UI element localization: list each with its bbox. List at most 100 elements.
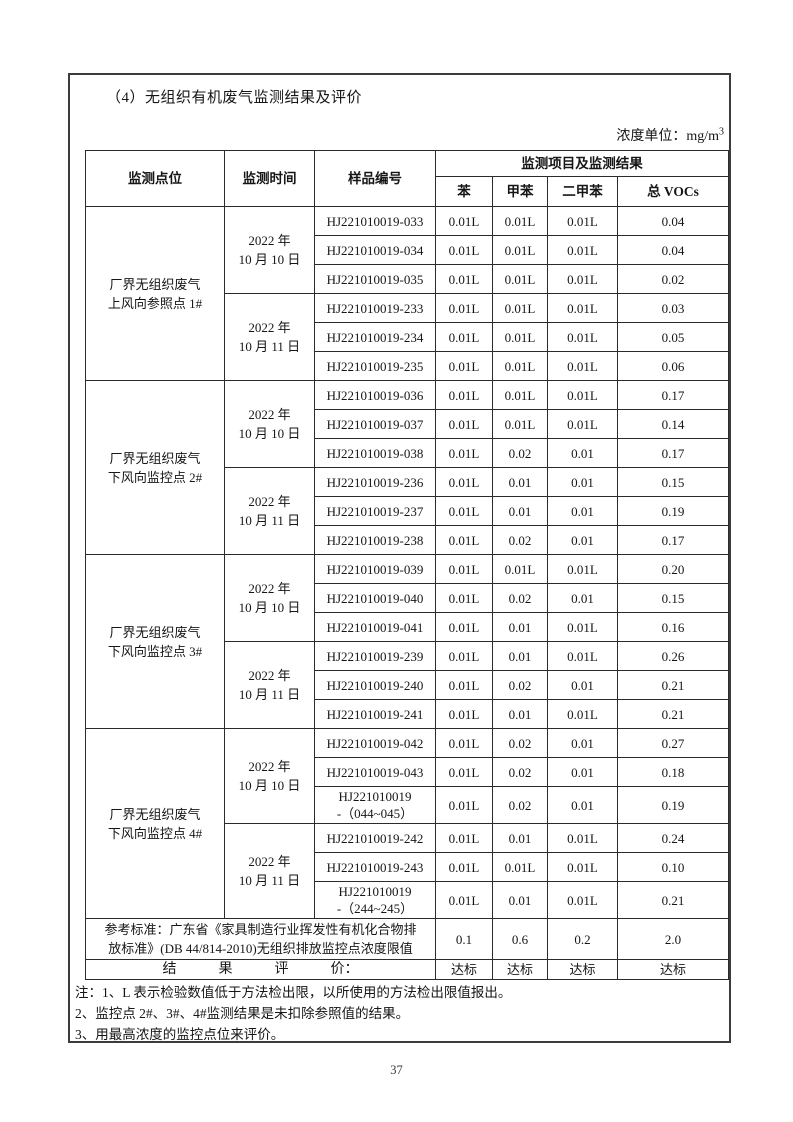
value-cell: 0.01L	[547, 235, 618, 265]
results-group-header: 监测项目及监测结果	[435, 150, 729, 177]
value-cell: 0.16	[617, 612, 729, 642]
sample-cell: HJ221010019-234	[314, 322, 436, 352]
value-cell: 0.01L	[492, 206, 548, 236]
value-cell: 0.21	[617, 881, 729, 919]
reference-label-line2: 放标准》(DB 44/814-2010)无组织排放监控点浓度限值	[108, 941, 413, 956]
sample-cell: HJ221010019-236	[314, 467, 436, 497]
value-cell: 0.01L	[435, 322, 493, 352]
value-cell: 0.02	[492, 728, 548, 758]
table-row: HJ221010019-037 0.01L 0.01L 0.01L 0.14	[86, 409, 729, 439]
value-cell: 0.01	[547, 525, 618, 555]
value-cell: 0.24	[617, 823, 729, 853]
value-cell: 0.01	[547, 757, 618, 787]
value-cell: 0.01L	[435, 612, 493, 642]
content-box: （4）无组织有机废气监测结果及评价 浓度单位：mg/m3 监测点位 监测时间 样…	[68, 73, 731, 1043]
value-cell: 0.01L	[435, 786, 493, 824]
value-cell: 0.01L	[547, 351, 618, 381]
value-cell: 0.02	[492, 786, 548, 824]
sample-cell: HJ221010019 -（244~245）	[314, 881, 436, 919]
value-cell: 0.01L	[492, 264, 548, 294]
value-cell: 0.01L	[492, 293, 548, 323]
table-row: HJ221010019-243 0.01L 0.01L 0.01L 0.10	[86, 852, 729, 882]
value-cell: 0.01	[547, 496, 618, 526]
date-cell: 2022 年 10 月 10 日	[224, 380, 315, 468]
note-line-3: 3、用最高浓度的监控点位来评价。	[75, 1027, 285, 1042]
value-cell: 0.01L	[547, 641, 618, 671]
value-cell: 0.01L	[547, 409, 618, 439]
reference-limit-xylene: 0.2	[547, 918, 618, 960]
table-row: HJ221010019-237 0.01L 0.01 0.01 0.19	[86, 496, 729, 526]
value-cell: 0.10	[617, 852, 729, 882]
value-cell: 0.01L	[435, 496, 493, 526]
table-row: 2022 年 10 月 11 日 HJ221010019-233 0.01L 0.01L…	[86, 293, 729, 381]
value-cell: 0.01L	[435, 823, 493, 853]
sample-cell: HJ221010019-036	[314, 380, 436, 410]
value-cell: 0.01L	[547, 699, 618, 729]
sample-cell: HJ221010019-033	[314, 206, 436, 236]
table-body: 厂界无组织废气 上风向参照点 1# 2022 年 10 月 10 日 HJ2210100…	[85, 206, 729, 919]
value-cell: 0.01L	[435, 670, 493, 700]
sample-cell: HJ221010019-243	[314, 852, 436, 882]
value-cell: 0.21	[617, 670, 729, 700]
sample-cell: HJ221010019-238	[314, 525, 436, 555]
value-cell: 0.27	[617, 728, 729, 758]
sample-cell: HJ221010019-240	[314, 670, 436, 700]
sample-cell: HJ221010019-037	[314, 409, 436, 439]
sample-cell: HJ221010019-034	[314, 235, 436, 265]
value-cell: 0.01L	[547, 206, 618, 236]
value-cell: 0.01L	[547, 823, 618, 853]
reference-label: 参考标准：广东省《家具制造行业挥发性有机化合物排 放标准》(DB 44/814-2…	[85, 918, 436, 960]
value-cell: 0.01L	[435, 293, 493, 323]
table-row: HJ221010019 -（044~045） 0.01L 0.02 0.01 0.19	[86, 786, 729, 824]
item-header-toluene: 甲苯	[492, 176, 548, 207]
item-header-vocs: 总 VOCs	[617, 176, 729, 207]
value-cell: 0.01L	[435, 409, 493, 439]
value-cell: 0.02	[492, 525, 548, 555]
sample-cell: HJ221010019-041	[314, 612, 436, 642]
date-cell: 2022 年 10 月 11 日	[224, 823, 315, 919]
value-cell: 0.01L	[547, 612, 618, 642]
evaluation-result-xylene: 达标	[547, 959, 618, 980]
value-cell: 0.01	[492, 612, 548, 642]
value-cell: 0.19	[617, 786, 729, 824]
time-header: 监测时间	[224, 150, 315, 207]
table-row: HJ221010019-241 0.01L 0.01 0.01L 0.21	[86, 699, 729, 729]
value-cell: 0.01L	[435, 351, 493, 381]
reference-limit-toluene: 0.6	[492, 918, 548, 960]
sample-cell: HJ221010019-235	[314, 351, 436, 381]
value-cell: 0.01L	[435, 583, 493, 613]
date-cell: 2022 年 10 月 10 日	[224, 206, 315, 294]
sample-cell: HJ221010019-241	[314, 699, 436, 729]
value-cell: 0.14	[617, 409, 729, 439]
value-cell: 0.01L	[435, 699, 493, 729]
value-cell: 0.01L	[435, 525, 493, 555]
value-cell: 0.02	[617, 264, 729, 294]
date-cell: 2022 年 10 月 10 日	[224, 554, 315, 642]
value-cell: 0.01	[492, 699, 548, 729]
value-cell: 0.17	[617, 438, 729, 468]
value-cell: 0.01	[492, 467, 548, 497]
value-cell: 0.01L	[435, 881, 493, 919]
table-row: HJ221010019-235 0.01L 0.01L 0.01L 0.06	[86, 351, 729, 381]
item-header-xylene: 二甲苯	[547, 176, 618, 207]
value-cell: 0.01	[547, 786, 618, 824]
value-cell: 0.01L	[492, 852, 548, 882]
notes: 注：1、L 表示检验数值低于方法检出限，以所使用的方法检出限值报出。 2、监控点…	[75, 982, 721, 1045]
date-cell: 2022 年 10 月 11 日	[224, 293, 315, 381]
value-cell: 0.01	[547, 438, 618, 468]
date-cell: 2022 年 10 月 11 日	[224, 641, 315, 729]
value-cell: 0.01L	[435, 235, 493, 265]
value-cell: 0.01	[547, 467, 618, 497]
value-cell: 0.06	[617, 351, 729, 381]
sample-cell: HJ221010019 -（044~045）	[314, 786, 436, 824]
table-row: HJ221010019-041 0.01L 0.01 0.01L 0.16	[86, 612, 729, 642]
table-row: HJ221010019 -（244~245） 0.01L 0.01 0.01L 0.21	[86, 881, 729, 919]
value-cell: 0.02	[492, 438, 548, 468]
sample-cell: HJ221010019-043	[314, 757, 436, 787]
table-row: 2022 年 10 月 11 日 HJ221010019-236 0.01L 0.01 0…	[86, 467, 729, 555]
sample-cell: HJ221010019-042	[314, 728, 436, 758]
point-cell: 厂界无组织废气 上风向参照点 1#	[85, 206, 225, 381]
unit-exponent: 3	[719, 126, 724, 138]
value-cell: 0.01	[492, 641, 548, 671]
